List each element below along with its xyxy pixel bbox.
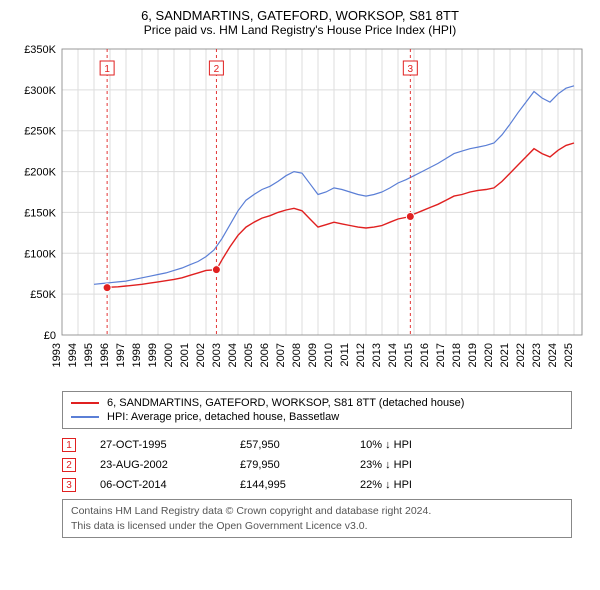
x-tick-label: 2017 xyxy=(435,343,447,367)
attribution-box: Contains HM Land Registry data © Crown c… xyxy=(62,499,572,538)
sale-row: 1 27-OCT-1995£57,95010% ↓ HPI xyxy=(62,435,572,455)
chart-subtitle: Price paid vs. HM Land Registry's House … xyxy=(12,23,588,37)
attribution-line-1: Contains HM Land Registry data © Crown c… xyxy=(71,504,563,519)
sale-row-marker: 2 xyxy=(62,458,76,472)
sale-price: £79,950 xyxy=(240,459,360,471)
x-tick-label: 2013 xyxy=(371,343,383,367)
x-tick-label: 2008 xyxy=(291,343,303,367)
y-tick-label: £300K xyxy=(24,85,56,97)
y-tick-label: £250K xyxy=(24,126,56,138)
sale-row-marker: 1 xyxy=(62,438,76,452)
sale-diff: 10% ↓ HPI xyxy=(360,439,480,451)
x-tick-label: 2020 xyxy=(483,343,495,367)
sale-marker-num-2: 2 xyxy=(214,64,220,75)
sale-row: 3 06-OCT-2014£144,99522% ↓ HPI xyxy=(62,475,572,495)
chart-svg: £0 £50K £100K £150K £200K £250K £300K £350K 1993… xyxy=(12,45,588,385)
x-tick-label: 2023 xyxy=(531,343,543,367)
x-tick-label: 2002 xyxy=(195,343,207,367)
sale-marker-num-3: 3 xyxy=(408,64,414,75)
x-tick-label: 1999 xyxy=(147,343,159,367)
x-tick-label: 1993 xyxy=(51,343,63,367)
sale-row: 2 23-AUG-2002£79,95023% ↓ HPI xyxy=(62,455,572,475)
x-tick-label: 2000 xyxy=(163,343,175,367)
x-tick-label: 1994 xyxy=(67,343,79,367)
x-tick-label: 2004 xyxy=(227,343,239,367)
x-tick-label: 2005 xyxy=(243,343,255,367)
y-tick-label: £100K xyxy=(24,248,56,260)
sale-diff: 23% ↓ HPI xyxy=(360,459,480,471)
x-tick-label: 1998 xyxy=(131,343,143,367)
x-tick-label: 2025 xyxy=(563,343,575,367)
attribution-line-2: This data is licensed under the Open Gov… xyxy=(71,519,563,534)
sale-price: £144,995 xyxy=(240,479,360,491)
y-tick-label: £200K xyxy=(24,167,56,179)
x-tick-label: 2010 xyxy=(323,343,335,367)
x-tick-label: 1996 xyxy=(99,343,111,367)
sale-diff: 22% ↓ HPI xyxy=(360,479,480,491)
y-tick-label: £150K xyxy=(24,207,56,219)
x-tick-label: 2014 xyxy=(387,343,399,367)
sale-price: £57,950 xyxy=(240,439,360,451)
x-tick-label: 2024 xyxy=(547,343,559,367)
y-tick-label: £0 xyxy=(44,330,56,342)
legend-swatch xyxy=(71,402,99,404)
sales-table: 1 27-OCT-1995£57,95010% ↓ HPI 2 23-AUG-2002… xyxy=(62,435,572,495)
x-tick-label: 2003 xyxy=(211,343,223,367)
legend-box: 6, SANDMARTINS, GATEFORD, WORKSOP, S81 8… xyxy=(62,391,572,429)
chart-plot-area: £0 £50K £100K £150K £200K £250K £300K £350K 1993… xyxy=(12,45,588,385)
x-tick-label: 2022 xyxy=(515,343,527,367)
sale-date: 27-OCT-1995 xyxy=(100,439,240,451)
x-tick-label: 1997 xyxy=(115,343,127,367)
legend-row: 6, SANDMARTINS, GATEFORD, WORKSOP, S81 8… xyxy=(71,396,563,410)
x-tick-label: 2016 xyxy=(419,343,431,367)
x-tick-label: 1995 xyxy=(83,343,95,367)
x-tick-label: 2007 xyxy=(275,343,287,367)
x-tick-label: 2015 xyxy=(403,343,415,367)
x-tick-label: 2019 xyxy=(467,343,479,367)
legend-row: HPI: Average price, detached house, Bass… xyxy=(71,410,563,424)
x-tick-label: 2011 xyxy=(339,343,351,367)
chart-title: 6, SANDMARTINS, GATEFORD, WORKSOP, S81 8… xyxy=(12,8,588,23)
legend-swatch xyxy=(71,416,99,418)
sale-row-marker: 3 xyxy=(62,478,76,492)
legend-label: HPI: Average price, detached house, Bass… xyxy=(107,411,339,423)
y-tick-label: £50K xyxy=(30,289,56,301)
legend-label: 6, SANDMARTINS, GATEFORD, WORKSOP, S81 8… xyxy=(107,397,464,409)
sale-date: 23-AUG-2002 xyxy=(100,459,240,471)
x-tick-label: 2001 xyxy=(179,343,191,367)
sale-marker-num-1: 1 xyxy=(104,64,110,75)
x-tick-label: 2006 xyxy=(259,343,271,367)
x-tick-label: 2012 xyxy=(355,343,367,367)
sale-date: 06-OCT-2014 xyxy=(100,479,240,491)
x-tick-label: 2021 xyxy=(499,343,511,367)
y-tick-label: £350K xyxy=(24,45,56,56)
x-tick-label: 2018 xyxy=(451,343,463,367)
x-tick-label: 2009 xyxy=(307,343,319,367)
